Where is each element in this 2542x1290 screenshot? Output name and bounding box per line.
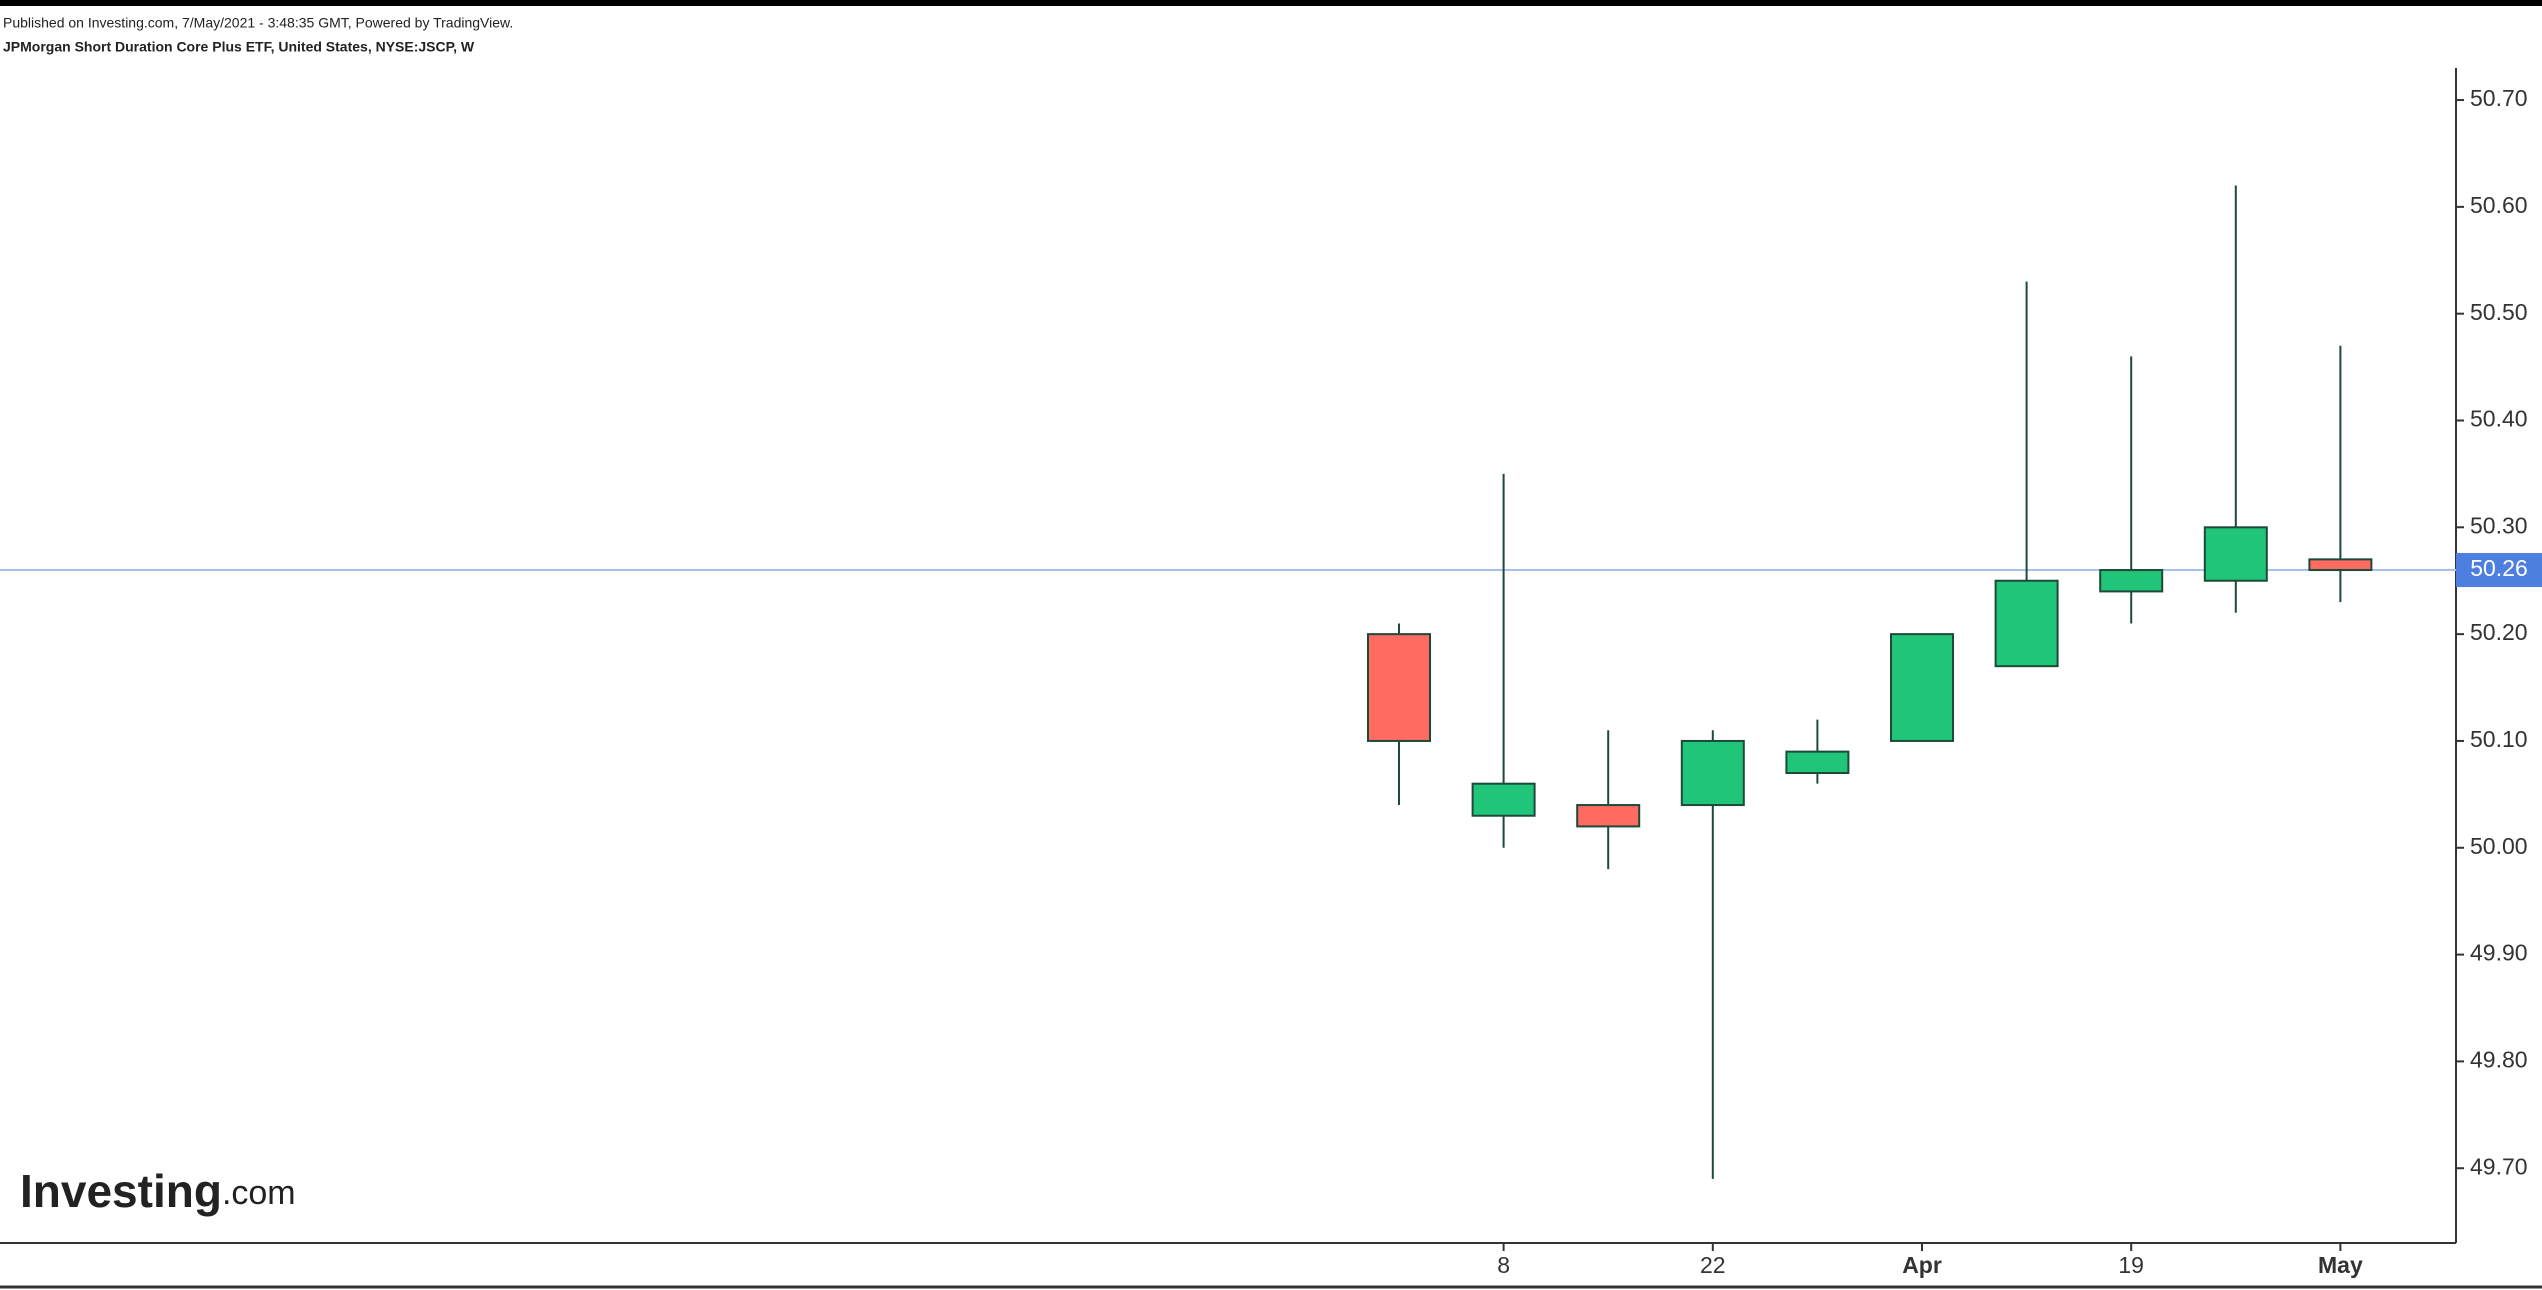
candle-body [1680, 739, 1745, 807]
candle-body [2308, 558, 2373, 572]
logo: Investing.com [20, 1165, 296, 1217]
y-tick-label: 50.20 [2470, 619, 2528, 645]
x-tick-label: May [2318, 1252, 2363, 1278]
candle-body [1471, 782, 1536, 817]
y-tick-label: 50.30 [2470, 512, 2528, 538]
x-tick-label: 8 [1497, 1252, 1510, 1278]
y-tick-label: 49.80 [2470, 1046, 2528, 1072]
candle-body [2099, 569, 2164, 593]
candle-body [1785, 750, 1850, 774]
logo-suffix: .com [222, 1174, 296, 1212]
candle-body [1367, 633, 1431, 742]
top-border [0, 0, 2542, 6]
candle-body [1994, 579, 2059, 668]
y-tick-label: 50.10 [2470, 726, 2528, 752]
logo-brand: Investing [20, 1165, 222, 1217]
last-price-label: 50.26 [2470, 555, 2528, 581]
y-tick-label: 50.60 [2470, 192, 2528, 218]
published-note: Published on Investing.com, 7/May/2021 -… [3, 15, 513, 31]
x-tick-label: 19 [2118, 1252, 2144, 1278]
x-tick-label: 22 [1700, 1252, 1726, 1278]
y-tick-label: 50.40 [2470, 406, 2528, 432]
symbol-title: JPMorgan Short Duration Core Plus ETF, U… [3, 39, 475, 55]
last-price-box [2456, 553, 2542, 588]
candle-body [2203, 526, 2268, 582]
y-tick-label: 50.70 [2470, 85, 2528, 111]
candle-body [1576, 804, 1641, 828]
y-tick-label: 49.70 [2470, 1153, 2528, 1179]
candle-body [1890, 633, 1954, 742]
y-tick-label: 49.90 [2470, 940, 2528, 966]
x-tick-label: Apr [1902, 1252, 1942, 1278]
y-tick-label: 50.50 [2470, 299, 2528, 325]
y-tick-label: 50.00 [2470, 833, 2528, 859]
